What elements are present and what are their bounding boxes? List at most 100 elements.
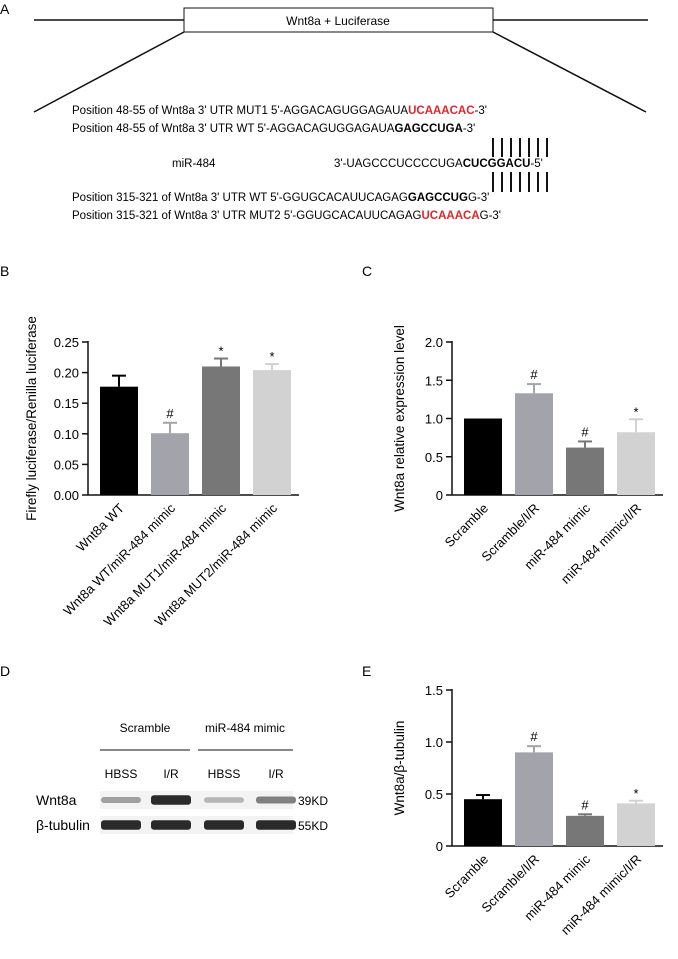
chart-c: 0 0.5 1.0 1.5 2.0 Wnt8a relative expression l…	[392, 325, 663, 587]
bar	[566, 815, 604, 846]
blot-strip	[100, 791, 293, 809]
zoom-line-right	[492, 31, 647, 113]
significance-mark: #	[530, 367, 538, 382]
lane-label: HBSS	[105, 767, 138, 781]
sequence-line: Position 315-321 of Wnt8a 3' UTR MUT2 5'…	[72, 210, 501, 222]
y-axis-title: Wnt8a/β-tubulin	[392, 721, 407, 816]
y-tick-label: 0.25	[54, 335, 79, 350]
y-tick-label: 0.5	[425, 787, 443, 802]
lane-label: HBSS	[208, 767, 241, 781]
significance-mark: *	[633, 404, 638, 419]
y-tick-label: 0.20	[54, 366, 79, 381]
protein-band	[101, 796, 141, 804]
y-tick-label: 1.5	[425, 683, 443, 698]
sequence-prefix: Position 315-321 of Wnt8a 3' UTR MUT2 5'…	[72, 210, 422, 222]
protein-band	[256, 820, 296, 830]
western-blot: Scramble miR-484 mimic HBSS I/R HBSS I/R Wnt8a…	[36, 721, 328, 834]
y-axis-title: Firefly luciferase/Renilla luciferase	[24, 316, 39, 521]
y-tick-label: 0.05	[54, 457, 79, 472]
protein-name: Wnt8a	[36, 792, 77, 808]
sequence-suffix: -3'	[463, 123, 475, 135]
protein-band	[204, 820, 244, 830]
molecular-weight: 55KD	[298, 819, 328, 833]
protein-band	[151, 795, 191, 805]
zoom-line-left	[33, 31, 185, 113]
protein-band	[256, 796, 296, 804]
sequence-prefix: Position 315-321 of Wnt8a 3' UTR WT 5'-G…	[72, 192, 408, 204]
bar	[566, 447, 604, 495]
sequence-line: Position 48-55 of Wnt8a 3' UTR WT 5'-AGG…	[72, 123, 475, 135]
bar	[253, 370, 291, 495]
panel-b-letter: B	[0, 263, 9, 279]
category-label: Wnt8a WT	[73, 500, 127, 554]
sequence-highlight: UCAAACAC	[408, 105, 474, 117]
sequence-line: Position 315-321 of Wnt8a 3' UTR WT 5'-G…	[72, 192, 489, 204]
sequence-highlight: GAGCCUG	[408, 192, 468, 204]
panel-d-letter: D	[0, 663, 10, 679]
panel-c-letter: C	[362, 263, 372, 279]
protein-band	[151, 820, 191, 830]
sequence-highlight: CUCGGACU	[463, 158, 531, 170]
y-tick-label: 2.0	[425, 335, 443, 350]
sequence-line: miR-484	[172, 158, 216, 170]
significance-mark: #	[166, 406, 174, 421]
y-tick-label: 0.5	[425, 450, 443, 465]
sequence-alignment: Position 48-55 of Wnt8a 3' UTR MUT1 5'-A…	[72, 105, 543, 222]
construct-label: Wnt8a + Luciferase	[286, 14, 390, 28]
significance-mark: *	[633, 786, 638, 801]
y-tick-label: 1.0	[425, 735, 443, 750]
y-tick-label: 1.0	[425, 412, 443, 427]
sequence-line: 3'-UAGCCCUCCCCUGACUCGGACU-5'	[334, 158, 543, 170]
protein-band	[101, 820, 141, 830]
protein-band	[204, 797, 244, 803]
lane-label: I/R	[268, 767, 284, 781]
protein-name: β-tubulin	[36, 817, 90, 833]
panel-a: A Wnt8a + Luciferase Position 48-55 of W…	[0, 1, 648, 222]
y-tick-label: 0.15	[54, 396, 79, 411]
sequence-prefix: miR-484	[172, 158, 216, 170]
sequence-suffix: G-3'	[480, 210, 501, 222]
sequence-prefix: Position 48-55 of Wnt8a 3' UTR WT 5'-AGG…	[72, 123, 395, 135]
significance-mark: #	[581, 424, 589, 439]
blot-strip	[100, 816, 293, 834]
significance-mark: *	[218, 344, 223, 359]
bar	[464, 799, 502, 846]
group-label: miR-484 mimic	[205, 721, 285, 735]
y-tick-label: 0	[436, 839, 443, 854]
sequence-prefix: Position 48-55 of Wnt8a 3' UTR MUT1 5'-A…	[72, 105, 408, 117]
significance-mark: *	[269, 349, 274, 364]
sequence-highlight: UCAAACA	[422, 210, 480, 222]
significance-mark: #	[581, 797, 589, 812]
molecular-weight: 39KD	[298, 794, 328, 808]
y-tick-label: 0.10	[54, 427, 79, 442]
significance-mark: #	[530, 729, 538, 744]
construct-box	[183, 7, 494, 33]
chart-b: 0.00 0.05 0.10 0.15 0.20 0.25 Firefly lucifera…	[24, 316, 299, 629]
category-label: Scramble	[442, 852, 491, 901]
sequence-suffix: G-3'	[468, 192, 489, 204]
panel-e-letter: E	[362, 663, 371, 679]
sequence-line: Position 48-55 of Wnt8a 3' UTR MUT1 5'-A…	[72, 105, 487, 117]
lane-label: I/R	[163, 767, 179, 781]
sequence-suffix: -5'	[530, 158, 542, 170]
bar	[151, 433, 189, 495]
y-tick-label: 1.5	[425, 373, 443, 388]
panel-a-letter: A	[0, 1, 10, 17]
bar	[100, 386, 138, 495]
bar	[515, 393, 553, 495]
sequence-suffix: -3'	[475, 105, 487, 117]
bar	[515, 752, 553, 846]
bar	[617, 803, 655, 846]
bar	[617, 432, 655, 495]
y-tick-label: 0.00	[54, 488, 79, 503]
y-axis-title: Wnt8a relative expression level	[392, 325, 407, 512]
bar	[464, 418, 502, 495]
y-tick-label: 0	[436, 488, 443, 503]
chart-e: 00.51.01.5Wnt8a/β-tubulinScramble#Scramb…	[392, 683, 663, 938]
sequence-highlight: GAGCCUGA	[394, 123, 462, 135]
bar	[202, 366, 240, 495]
group-label: Scramble	[120, 721, 171, 735]
base-pair-bars	[492, 138, 548, 192]
sequence-prefix: 3'-UAGCCCUCCCCUGA	[334, 158, 463, 170]
